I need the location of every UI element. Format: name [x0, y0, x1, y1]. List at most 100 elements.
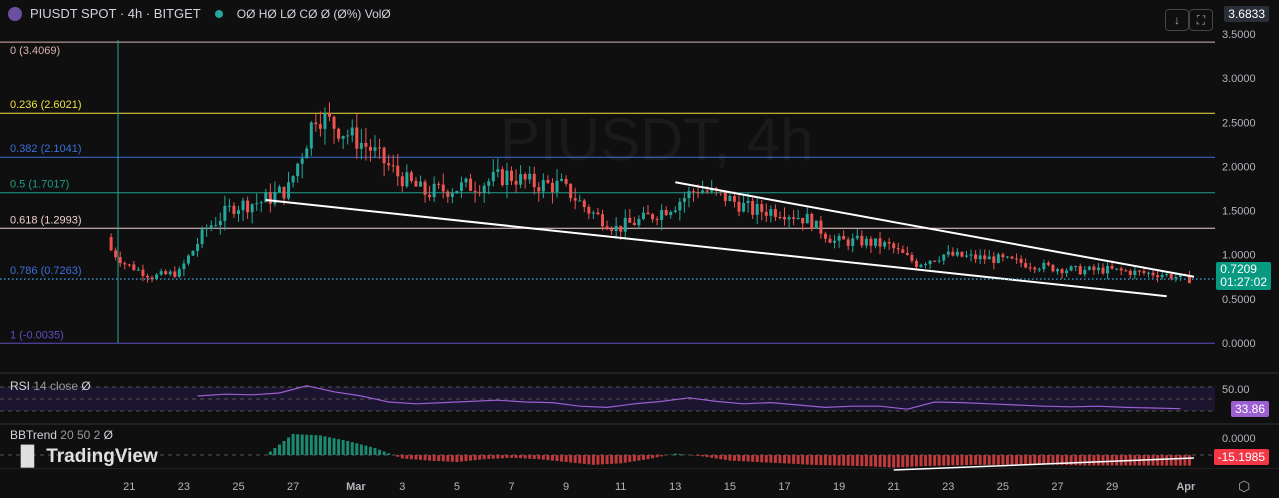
bbtrend-bar: [428, 455, 432, 461]
bbtrend-bar: [473, 455, 477, 461]
bbtrend-bar: [309, 434, 313, 455]
bbtrend-bar: [778, 455, 782, 464]
bbtrend-bar: [405, 455, 409, 459]
candle: [914, 260, 918, 267]
candle: [887, 242, 891, 244]
candle: [969, 254, 973, 256]
settings-icon[interactable]: ⬡: [1238, 478, 1251, 494]
fullscreen-icon[interactable]: ⛶: [1189, 9, 1213, 31]
bbtrend-bar: [505, 455, 509, 459]
x-tick-label: 25: [232, 481, 244, 493]
trendline: [265, 198, 1167, 298]
bbtrend-bar: [641, 455, 645, 460]
bbtrend-bar: [905, 455, 909, 467]
bbtrend-bar: [969, 455, 973, 465]
bbtrend-bar: [983, 455, 987, 465]
bbtrend-bar: [937, 455, 941, 466]
bbtrend-bar: [1042, 455, 1046, 465]
candle: [1178, 274, 1182, 278]
bbtrend-bar: [482, 455, 486, 460]
candle: [655, 219, 659, 221]
candle: [591, 212, 595, 214]
candle: [910, 254, 914, 261]
bbtrend-bar: [1160, 455, 1164, 466]
candle: [541, 180, 545, 192]
candle: [196, 244, 200, 251]
candle: [459, 182, 463, 191]
bbtrend-bar: [805, 455, 809, 465]
tradingview-logo[interactable]: ▐▌ TradingView: [14, 446, 158, 467]
bbtrend-legend[interactable]: BBTrend 20 50 2 Ø: [10, 428, 113, 442]
bbtrend-value: Ø: [103, 428, 113, 442]
candle: [1001, 254, 1005, 258]
y-tick-label: 0.0000: [1222, 338, 1256, 350]
candle: [227, 205, 231, 207]
symbol-title[interactable]: PIUSDT SPOT · 4h · BITGET: [30, 6, 201, 21]
candle: [628, 217, 632, 223]
candle: [1005, 256, 1009, 258]
bbtrend-bar: [955, 455, 959, 466]
rsi-legend[interactable]: RSI 14 close Ø: [10, 379, 91, 393]
x-tick-label: 25: [997, 481, 1009, 493]
candle: [1019, 258, 1023, 264]
y-tick-label: 1.0000: [1222, 250, 1256, 262]
candle: [218, 220, 222, 226]
candle: [1028, 267, 1032, 269]
bbtrend-bar: [1024, 455, 1028, 465]
bbtrend-bar: [792, 455, 796, 464]
candle: [350, 127, 354, 136]
candle: [828, 238, 832, 243]
candle: [400, 176, 404, 187]
bbtrend-bar: [1174, 455, 1178, 466]
x-tick-label: 7: [508, 481, 514, 493]
bbtrend-bar: [277, 444, 281, 455]
bbtrend-bar: [928, 455, 932, 466]
candle: [755, 204, 759, 215]
fib-label: 0.382 (2.1041): [10, 143, 82, 155]
candle: [450, 193, 454, 197]
bbtrend-bar: [550, 455, 554, 461]
candle: [732, 195, 736, 202]
bbtrend-bar: [1083, 455, 1087, 466]
bbtrend-bar: [737, 455, 741, 462]
bbtrend-bar: [878, 455, 882, 467]
arrow-down-icon[interactable]: ↓: [1165, 9, 1189, 31]
candle: [555, 180, 559, 192]
bbtrend-bar: [887, 455, 891, 468]
candle: [605, 226, 609, 230]
candle: [960, 251, 964, 257]
bbtrend-bar: [965, 455, 968, 466]
candle: [1060, 269, 1064, 274]
x-tick-label: 27: [1051, 481, 1063, 493]
bbtrend-bar: [960, 455, 964, 466]
candle: [965, 255, 968, 257]
candle: [919, 264, 923, 267]
bbtrend-bar: [1115, 455, 1119, 466]
candle: [346, 135, 350, 137]
candle: [1115, 268, 1119, 270]
candle: [505, 170, 509, 186]
current-price-tag: 0.7209 01:27:02: [1216, 262, 1271, 290]
bbtrend-bar: [819, 455, 823, 466]
bbtrend-bar: [318, 435, 322, 455]
bbtrend-bar: [892, 455, 896, 468]
candle: [996, 254, 1000, 263]
current-price: 0.7209: [1220, 262, 1257, 276]
candle: [682, 198, 686, 202]
candle: [146, 275, 149, 278]
bbtrend-bar: [523, 455, 527, 459]
candle: [860, 235, 864, 246]
bbtrend-bar: [459, 455, 463, 462]
bbtrend-bar: [924, 455, 928, 467]
candle: [1142, 271, 1146, 273]
candle: [482, 185, 486, 194]
candle: [423, 181, 427, 195]
candle: [309, 122, 313, 149]
bbtrend-bar: [623, 455, 627, 463]
x-tick-label: 13: [669, 481, 681, 493]
x-tick-label: 23: [942, 481, 954, 493]
bbtrend-bar: [346, 441, 350, 455]
candle: [942, 254, 946, 261]
